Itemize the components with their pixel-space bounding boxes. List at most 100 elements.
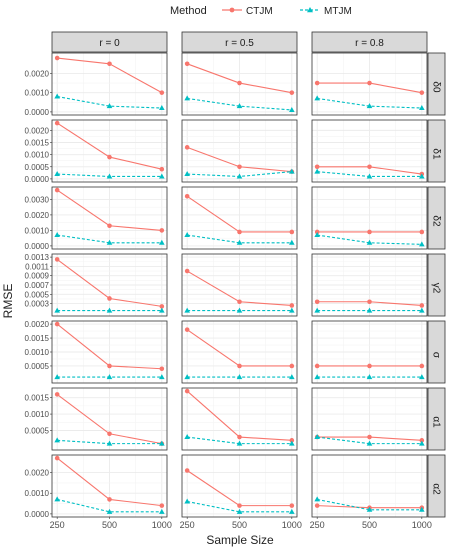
data-point-ctjm [237,299,242,305]
data-point-mtjm [106,103,113,109]
y-tick-label: 0.0010 [25,226,50,235]
row-strip-label: δ0 [431,81,442,93]
row-strip-label: α2 [431,483,442,495]
data-point-mtjm [106,374,113,380]
data-point-ctjm [237,80,242,86]
data-point-ctjm [237,434,242,440]
y-tick-label: 0.0000 [25,108,50,117]
data-point-mtjm [184,232,190,238]
data-point-mtjm [314,95,320,101]
panel [181,387,298,451]
data-point-ctjm [159,503,165,508]
panel [311,52,428,116]
panel [181,320,298,384]
panel-border [51,186,168,250]
y-tick-label: 0.0000 [25,510,50,519]
row-strip-label: α1 [431,416,442,428]
y-tick-label: 0.0003 [25,300,50,309]
panel [311,320,428,384]
data-point-ctjm [367,229,372,235]
data-point-mtjm [159,173,165,179]
data-point-mtjm [54,93,60,99]
y-tick-label: 0.0013 [25,253,50,262]
data-point-mtjm [236,173,243,179]
data-point-ctjm [314,229,320,235]
panel [181,253,298,317]
data-point-mtjm [236,508,243,514]
column-strip-label: r = 0 [99,38,120,49]
data-point-mtjm [106,307,113,313]
data-point-ctjm [314,80,320,86]
data-point-mtjm [184,498,190,504]
data-point-mtjm [289,440,295,446]
data-point-mtjm [54,374,60,380]
data-point-ctjm [237,363,242,369]
y-tick-label: 0.0020 [25,69,50,78]
data-point-ctjm [159,166,165,172]
panel [181,119,298,183]
row-strip [427,320,446,384]
legend-item-mtjm: MTJM [300,6,352,17]
y-tick-label: 0.0020 [25,469,50,478]
data-point-ctjm [184,388,190,394]
data-point-mtjm [106,173,113,179]
data-point-mtjm [366,307,373,313]
y-tick-label: 0.0007 [25,281,50,290]
series-line-mtjm [317,498,422,511]
data-point-mtjm [366,103,373,109]
data-point-mtjm [366,374,373,380]
y-tick-label: 0.0030 [25,195,50,204]
data-point-ctjm [314,503,320,508]
y-tick-label: 0.0010 [25,89,50,98]
panel-border [181,253,298,317]
legend-label: MTJM [324,6,352,17]
panels: δ0 0.0000 0.0010 0.0020 δ1 0.0000 0.0005 0.0010… [25,52,446,530]
data-point-ctjm [107,431,112,437]
panel [311,119,428,183]
row-strip [427,119,446,183]
legend-key-marker [229,7,235,13]
data-point-ctjm [107,223,112,229]
panel [51,52,168,116]
data-point-mtjm [236,440,243,446]
x-tick-label: 250 [50,520,65,530]
data-point-ctjm [54,257,60,262]
data-point-ctjm [107,154,112,160]
panel: 250 500 1000 [180,454,302,530]
data-point-mtjm [236,307,243,313]
panel-border [311,52,428,116]
data-point-mtjm [159,440,165,446]
data-point-ctjm [54,187,60,193]
x-tick-label: 1000 [282,520,302,530]
data-point-mtjm [289,307,295,313]
data-point-mtjm [314,434,320,440]
panel-border [311,387,428,451]
data-point-mtjm [106,239,113,245]
data-point-ctjm [184,61,190,67]
data-point-mtjm [236,374,243,380]
y-tick-label: 0.0020 [25,126,50,135]
y-tick-label: 0.0015 [25,334,50,343]
panel-border [181,186,298,250]
panel [311,387,428,451]
x-tick-label: 500 [232,520,247,530]
data-point-mtjm [54,496,60,502]
data-point-mtjm [184,374,190,380]
row-strip-label: σ [431,352,442,359]
data-point-ctjm [159,366,165,372]
y-tick-label: 0.0000 [25,242,50,251]
panel-border [51,320,168,384]
data-point-ctjm [419,363,425,369]
data-point-mtjm [54,232,60,238]
panel-border [311,186,428,250]
x-tick-label: 250 [180,520,195,530]
data-point-ctjm [237,503,242,508]
data-point-ctjm [159,304,165,309]
row-strip-label: δ1 [431,148,442,160]
data-point-mtjm [236,239,243,245]
data-point-mtjm [289,106,295,112]
y-tick-label: 0.0011 [25,262,49,271]
data-point-ctjm [54,120,60,126]
data-point-mtjm [106,508,113,514]
